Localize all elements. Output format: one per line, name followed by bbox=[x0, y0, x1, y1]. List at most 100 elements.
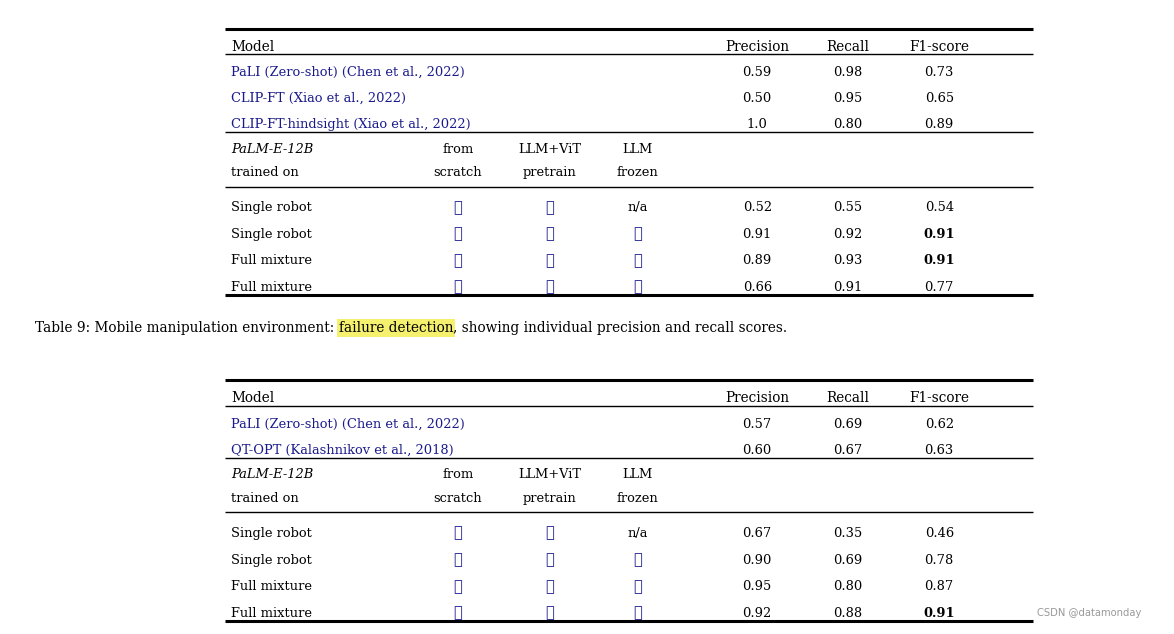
Text: PaLI (Zero-shot) (Chen et al., 2022): PaLI (Zero-shot) (Chen et al., 2022) bbox=[231, 66, 465, 79]
Text: ✓: ✓ bbox=[633, 579, 642, 593]
Text: 0.52: 0.52 bbox=[743, 202, 771, 214]
Text: ✓: ✓ bbox=[633, 228, 642, 242]
Text: 0.89: 0.89 bbox=[743, 254, 771, 268]
Text: PaLM-E-12B: PaLM-E-12B bbox=[231, 143, 313, 156]
Text: 0.55: 0.55 bbox=[834, 202, 862, 214]
Text: 0.88: 0.88 bbox=[834, 607, 862, 619]
Text: 0.35: 0.35 bbox=[834, 527, 862, 540]
Text: ✗: ✗ bbox=[545, 527, 554, 541]
Text: ✗: ✗ bbox=[453, 254, 463, 268]
Text: 0.95: 0.95 bbox=[743, 580, 771, 593]
Text: trained on: trained on bbox=[231, 166, 299, 179]
Text: 0.54: 0.54 bbox=[925, 202, 953, 214]
Text: 0.80: 0.80 bbox=[834, 580, 862, 593]
Text: LLM+ViT: LLM+ViT bbox=[518, 469, 581, 481]
Text: ✓: ✓ bbox=[633, 553, 642, 567]
Text: ✗: ✗ bbox=[453, 579, 463, 593]
Text: Single robot: Single robot bbox=[231, 228, 312, 241]
Text: Model: Model bbox=[231, 391, 275, 405]
Text: , showing individual precision and recall scores.: , showing individual precision and recal… bbox=[453, 321, 788, 335]
Text: CLIP-FT-hindsight (Xiao et al., 2022): CLIP-FT-hindsight (Xiao et al., 2022) bbox=[231, 118, 471, 131]
Text: 0.66: 0.66 bbox=[743, 281, 771, 294]
Text: Full mixture: Full mixture bbox=[231, 580, 312, 593]
Text: ✗: ✗ bbox=[545, 201, 554, 215]
Text: ✓: ✓ bbox=[545, 280, 554, 294]
Text: ✓: ✓ bbox=[453, 527, 463, 541]
Text: Single robot: Single robot bbox=[231, 553, 312, 567]
Text: 0.46: 0.46 bbox=[925, 527, 953, 540]
Text: pretrain: pretrain bbox=[522, 166, 576, 179]
Text: 0.90: 0.90 bbox=[742, 553, 772, 567]
Text: 0.67: 0.67 bbox=[834, 444, 862, 456]
Text: Recall: Recall bbox=[826, 391, 869, 405]
Text: 0.91: 0.91 bbox=[743, 228, 771, 241]
Text: 0.69: 0.69 bbox=[834, 553, 862, 567]
Text: Precision: Precision bbox=[726, 39, 789, 54]
Text: CLIP-FT (Xiao et al., 2022): CLIP-FT (Xiao et al., 2022) bbox=[231, 92, 406, 105]
Text: 0.93: 0.93 bbox=[832, 254, 863, 268]
Text: frozen: frozen bbox=[616, 166, 659, 179]
Text: F1-score: F1-score bbox=[909, 39, 970, 54]
Text: frozen: frozen bbox=[616, 491, 659, 505]
Text: Full mixture: Full mixture bbox=[231, 254, 312, 268]
Text: scratch: scratch bbox=[433, 491, 483, 505]
Text: trained on: trained on bbox=[231, 491, 299, 505]
Text: Model: Model bbox=[231, 39, 275, 54]
Text: 1.0: 1.0 bbox=[747, 118, 768, 131]
Text: Single robot: Single robot bbox=[231, 527, 312, 540]
Text: 0.95: 0.95 bbox=[834, 92, 862, 105]
Text: 0.77: 0.77 bbox=[924, 281, 954, 294]
Text: 0.89: 0.89 bbox=[925, 118, 953, 131]
Text: Table 9: Mobile manipulation environment:: Table 9: Mobile manipulation environment… bbox=[35, 321, 339, 335]
Text: scratch: scratch bbox=[433, 166, 483, 179]
Text: ✓: ✓ bbox=[545, 606, 554, 620]
Text: ✓: ✓ bbox=[545, 579, 554, 593]
Text: 0.91: 0.91 bbox=[924, 607, 954, 619]
Text: 0.92: 0.92 bbox=[834, 228, 862, 241]
Text: ✓: ✓ bbox=[545, 228, 554, 242]
Text: 0.91: 0.91 bbox=[924, 254, 954, 268]
Text: 0.50: 0.50 bbox=[743, 92, 771, 105]
Text: pretrain: pretrain bbox=[522, 491, 576, 505]
Text: LLM: LLM bbox=[622, 469, 653, 481]
Text: ✗: ✗ bbox=[453, 553, 463, 567]
Text: Full mixture: Full mixture bbox=[231, 281, 312, 294]
Text: Full mixture: Full mixture bbox=[231, 607, 312, 619]
Text: n/a: n/a bbox=[627, 527, 648, 540]
Text: 0.65: 0.65 bbox=[925, 92, 953, 105]
Text: 0.67: 0.67 bbox=[743, 527, 771, 540]
Text: from: from bbox=[443, 143, 473, 156]
Text: PaLI (Zero-shot) (Chen et al., 2022): PaLI (Zero-shot) (Chen et al., 2022) bbox=[231, 418, 465, 430]
Text: LLM: LLM bbox=[622, 143, 653, 156]
Text: LLM+ViT: LLM+ViT bbox=[518, 143, 581, 156]
Text: PaLM-E-12B: PaLM-E-12B bbox=[231, 469, 313, 481]
Text: 0.98: 0.98 bbox=[834, 66, 862, 79]
Text: 0.63: 0.63 bbox=[925, 444, 953, 456]
Text: ✓: ✓ bbox=[545, 254, 554, 268]
Text: ✓: ✓ bbox=[453, 201, 463, 215]
Text: 0.69: 0.69 bbox=[834, 418, 862, 430]
Text: 0.59: 0.59 bbox=[743, 66, 771, 79]
Text: 0.80: 0.80 bbox=[834, 118, 862, 131]
Text: 0.92: 0.92 bbox=[743, 607, 771, 619]
Text: 0.62: 0.62 bbox=[925, 418, 953, 430]
Text: Precision: Precision bbox=[726, 391, 789, 405]
Text: 0.60: 0.60 bbox=[743, 444, 771, 456]
Text: n/a: n/a bbox=[627, 202, 648, 214]
Text: ✗: ✗ bbox=[633, 606, 642, 620]
Text: Single robot: Single robot bbox=[231, 202, 312, 214]
Text: 0.57: 0.57 bbox=[743, 418, 771, 430]
Text: failure detection: failure detection bbox=[339, 321, 453, 335]
Text: QT-OPT (Kalashnikov et al., 2018): QT-OPT (Kalashnikov et al., 2018) bbox=[231, 444, 454, 456]
Text: F1-score: F1-score bbox=[909, 391, 970, 405]
Text: CSDN @datamonday: CSDN @datamonday bbox=[1037, 608, 1141, 618]
Text: 0.73: 0.73 bbox=[924, 66, 954, 79]
Text: 0.91: 0.91 bbox=[834, 281, 862, 294]
Text: 0.87: 0.87 bbox=[925, 580, 953, 593]
Text: ✓: ✓ bbox=[545, 553, 554, 567]
Text: ✗: ✗ bbox=[633, 280, 642, 294]
Text: ✓: ✓ bbox=[633, 254, 642, 268]
Text: ✗: ✗ bbox=[453, 228, 463, 242]
Text: 0.91: 0.91 bbox=[924, 228, 954, 241]
Text: ✗: ✗ bbox=[453, 606, 463, 620]
